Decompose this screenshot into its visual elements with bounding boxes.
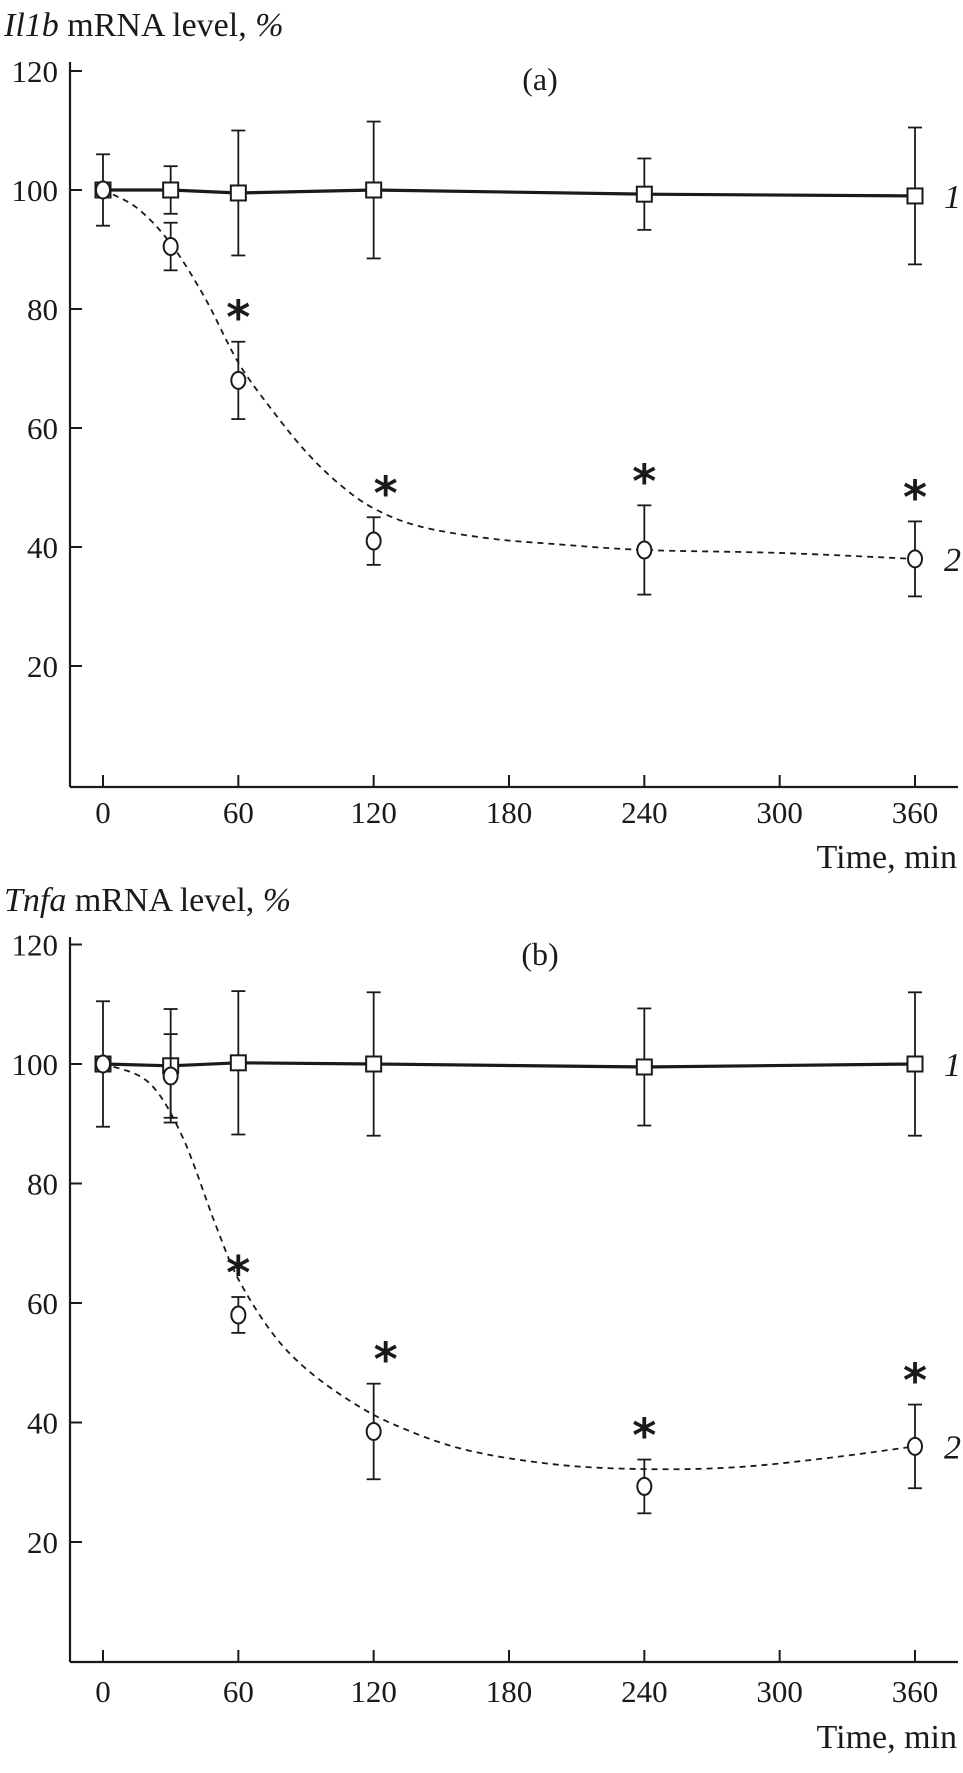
y-axis-title-gene: Il1b [3,7,59,44]
y-tick-label: 120 [12,928,59,963]
y-tick-label: 120 [12,54,59,89]
significance-star: * [632,454,656,508]
x-tick-label: 300 [756,1674,803,1709]
x-tick-label: 240 [621,1674,668,1709]
data-point-square [162,181,180,199]
x-tick-label: 120 [350,1674,397,1709]
y-tick-label: 100 [12,173,59,208]
data-point-square [229,1054,247,1072]
data-point-circle [162,1066,179,1086]
series-label: 2 [944,542,961,579]
x-tick-label: 180 [486,795,533,830]
significance-star: * [374,466,398,520]
x-tick-label: 0 [95,1674,111,1709]
series-1: 1 [94,990,961,1137]
x-tick-label: 360 [892,795,939,830]
fit-curve [102,189,916,560]
data-point-circle [365,531,382,551]
x-tick-label: 60 [223,795,254,830]
y-axis-title-gene: Tnfa [4,882,66,919]
fit-curve [102,1063,916,1471]
significance-star: * [903,470,927,524]
panel-a: 20 40 60 80 100 120 0 60 120 180 240 300 360 Il1b mRN… [3,7,961,876]
series-2: * * * * 2 [95,1033,961,1515]
series-2: * * * * 2 [95,180,961,598]
significance-star: * [226,1246,250,1300]
panel-b: 20 40 60 80 100 120 0 60 120 180 240 300 360 Tnfa mRN… [4,882,961,1756]
data-point-square [906,1055,924,1073]
series-label: 1 [944,1047,961,1084]
data-point-circle [230,1305,247,1325]
y-axis-title-percent: % [255,7,283,44]
x-tick-label: 180 [486,1674,533,1709]
y-axis-title-percent: % [263,882,291,919]
data-point-circle [907,549,923,569]
significance-star: * [374,1333,398,1387]
data-point-circle [636,1476,653,1496]
y-tick-label: 60 [27,1286,58,1321]
y-tick-label: 20 [27,1525,58,1560]
x-tick-label: 0 [95,795,111,830]
data-point-circle [95,1054,111,1074]
y-tick-label: 20 [27,649,58,684]
data-point-circle [162,237,179,257]
x-tick-label: 60 [223,1674,254,1709]
series-label: 2 [944,1429,961,1466]
data-point-square [906,187,924,205]
data-point-circle [230,370,247,390]
data-point-circle [907,1436,923,1456]
x-tick-label: 360 [892,1674,939,1709]
series-line [103,188,916,198]
panel-label: (b) [521,936,558,972]
data-point-square [365,1055,383,1073]
panel-label: (a) [522,61,558,97]
y-axis-title: Il1b mRNA level, % [3,7,284,44]
significance-star: * [903,1354,927,1408]
x-axis-title: Time, min [817,839,957,876]
y-tick-label: 80 [27,292,58,327]
y-tick-label: 40 [27,1406,58,1441]
y-tick-label: 100 [12,1047,59,1082]
y-axis-title: Tnfa mRNA level, % [4,882,291,919]
significance-star: * [226,291,250,345]
y-tick-label: 40 [27,530,58,565]
data-point-square [365,181,383,199]
x-tick-label: 120 [350,795,397,830]
x-tick-label: 300 [756,795,803,830]
y-tick-label: 80 [27,1167,58,1202]
data-point-square [635,185,653,203]
y-tick-label: 60 [27,411,58,446]
significance-star: * [632,1409,656,1463]
series-line [102,1061,916,1069]
x-tick-label: 240 [621,795,668,830]
data-point-circle [365,1421,382,1441]
series-1: 1 [94,120,961,266]
y-axis-title-unit: mRNA level, [59,7,255,44]
data-point-circle [95,180,111,200]
series-label: 1 [944,179,961,216]
data-point-square [229,184,247,202]
y-axis-title-unit: mRNA level, [66,882,262,919]
x-axis-title: Time, min [817,1719,957,1756]
data-point-square [635,1058,653,1076]
data-point-circle [636,540,653,560]
